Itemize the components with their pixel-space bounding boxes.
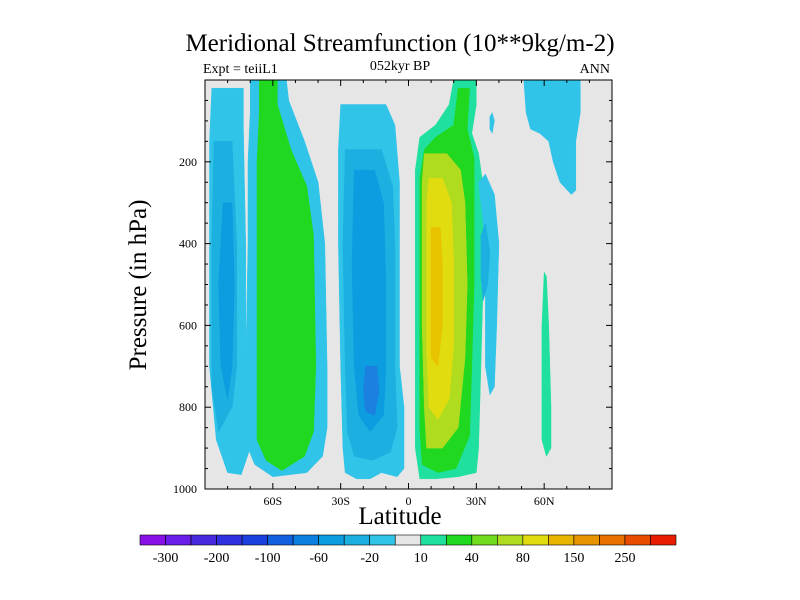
colorbar-label: -300 [153, 551, 179, 566]
colorbar-swatch [420, 534, 447, 546]
y-axis: 200 400 600 800 1000 [173, 79, 612, 496]
colorbar-swatch [599, 534, 626, 546]
colorbar-label: 10 [414, 551, 428, 566]
chart-title: Meridional Streamfunction (10**9kg/m-2) [185, 30, 615, 57]
colorbar: -300 -200 -100 -60 -20 10 40 80 150 250 [139, 534, 677, 566]
x-tick-label: 60S [263, 494, 282, 508]
contour-region-13 [430, 226, 443, 367]
x-axis: 60S 30S 0 30N 60N [204, 80, 613, 508]
colorbar-swatch [165, 534, 192, 546]
experiment-label: Expt = teiiL1 [203, 62, 278, 77]
x-tick-label: 30N [466, 494, 487, 508]
contour-region-2 [218, 202, 235, 400]
colorbar-swatch [369, 534, 396, 546]
y-tick-label: 200 [179, 155, 197, 169]
colorbar-swatch [650, 534, 677, 546]
colorbar-swatch [394, 534, 422, 546]
colorbar-label: -100 [255, 551, 281, 566]
colorbar-label: 150 [563, 551, 584, 566]
colorbar-label: 40 [465, 551, 479, 566]
y-tick-label: 1000 [173, 482, 197, 496]
contour-region-17 [523, 79, 581, 195]
colorbar-swatch [573, 534, 600, 546]
colorbar-label: 250 [614, 551, 635, 566]
contour-region-7 [351, 169, 387, 433]
x-tick-label: 0 [406, 494, 412, 508]
colorbar-swatch [292, 534, 319, 546]
x-tick-label: 60N [534, 494, 555, 508]
colorbar-swatch [190, 534, 217, 546]
colorbar-swatch [267, 534, 294, 546]
colorbar-label: 80 [516, 551, 530, 566]
colorbar-swatch [139, 534, 166, 546]
colorbar-swatch [318, 534, 345, 546]
x-axis-label: Latitude [358, 503, 442, 530]
contour-fills [209, 79, 581, 480]
x-tick-label: 30S [331, 494, 350, 508]
contour-region-16 [489, 112, 495, 134]
colorbar-label: -20 [360, 551, 379, 566]
season-label: ANN [579, 62, 610, 77]
contour-region-18 [541, 271, 552, 457]
colorbar-label: -60 [309, 551, 328, 566]
y-tick-label: 400 [179, 237, 197, 251]
colorbar-label: -200 [204, 551, 230, 566]
colorbar-swatch [497, 534, 524, 546]
colorbar-swatch [445, 534, 473, 546]
contour-region-8 [363, 366, 380, 416]
colorbar-swatch [241, 534, 268, 546]
colorbar-swatch [471, 534, 498, 546]
colorbar-swatch [548, 534, 575, 546]
colorbar-swatch [522, 534, 549, 546]
colorbar-swatch [216, 534, 243, 546]
period-label: 052kyr BP [369, 59, 431, 74]
y-tick-label: 600 [179, 318, 197, 332]
contour-region-15 [480, 222, 491, 301]
colorbar-swatch [343, 534, 371, 546]
colorbar-swatch [624, 534, 651, 546]
y-tick-label: 800 [179, 400, 197, 414]
contour-region-4 [256, 79, 317, 471]
